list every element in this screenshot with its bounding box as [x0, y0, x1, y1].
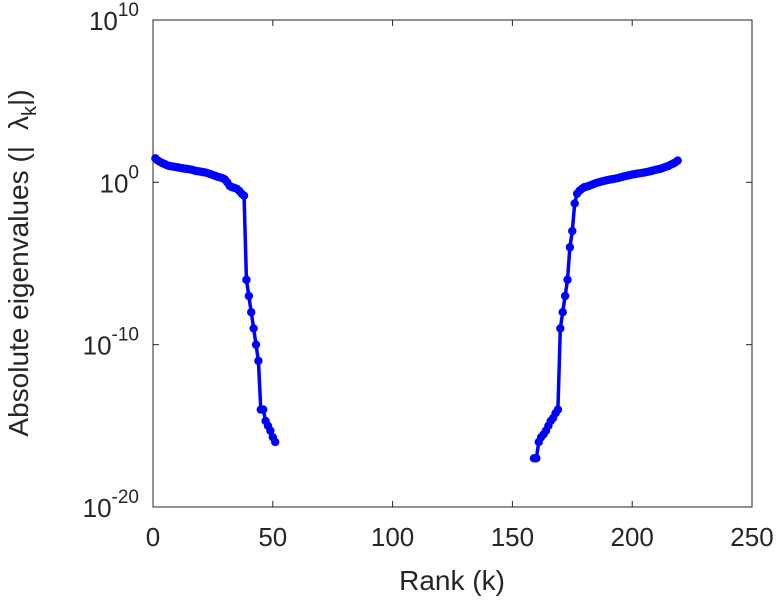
x-tick-label: 250 — [730, 522, 773, 552]
y-tick-label: 100 — [100, 162, 140, 198]
x-tick-label: 200 — [611, 522, 654, 552]
data-point — [254, 356, 263, 366]
series-layer — [151, 154, 682, 463]
data-point — [271, 437, 280, 447]
data-point — [556, 324, 565, 333]
axes-box — [152, 19, 753, 508]
data-point — [553, 405, 563, 414]
data-point — [244, 291, 254, 301]
data-point — [673, 156, 682, 165]
x-tick-label: 0 — [146, 522, 160, 552]
y-tick-label: 10-20 — [83, 487, 139, 523]
y-axis-label-symbol: λ — [3, 116, 34, 130]
x-tick-label: 100 — [371, 522, 414, 552]
y-axis-label-suffix: |) — [3, 89, 34, 106]
y-tick-label: 10-10 — [83, 325, 139, 361]
data-point — [249, 324, 258, 333]
y-axis-label-main: Absolute eigenvalues (| — [3, 146, 34, 437]
plot-area — [152, 19, 753, 508]
data-point — [259, 405, 268, 414]
y-axis-label-subscript: k — [19, 105, 41, 116]
data-point — [568, 226, 577, 236]
data-point — [565, 243, 575, 252]
data-point — [560, 291, 570, 301]
series-line — [154, 157, 277, 443]
x-axis-ticks: 0 50 100 150 200 250 — [146, 20, 774, 552]
y-tick-label: 1010 — [89, 0, 139, 36]
data-point — [247, 308, 256, 317]
data-point — [242, 275, 251, 284]
data-point — [563, 275, 572, 284]
y-axis-ticks: 1010 100 10-10 10-20 — [83, 0, 752, 523]
x-tick-label: 50 — [258, 522, 287, 552]
y-axis-label: Absolute eigenvalues (| λk|) — [3, 89, 41, 436]
data-point — [570, 199, 579, 208]
data-point — [532, 454, 541, 463]
data-point — [266, 426, 275, 435]
data-point — [251, 340, 261, 349]
x-axis-label: Rank (k) — [399, 565, 505, 596]
x-tick-label: 150 — [491, 522, 534, 552]
data-point — [239, 191, 249, 200]
data-point — [558, 308, 567, 317]
